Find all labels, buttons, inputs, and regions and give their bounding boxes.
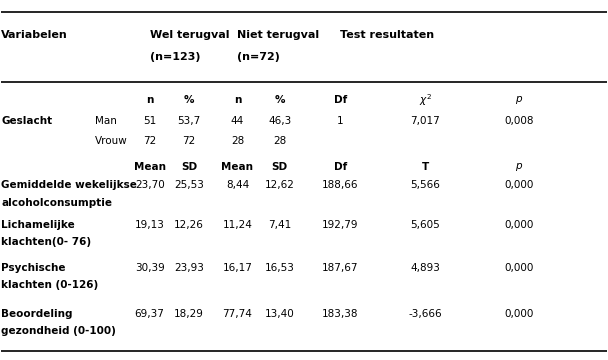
Text: $\chi^2$: $\chi^2$ [418, 92, 432, 108]
Text: 72: 72 [182, 136, 196, 147]
Text: klachten (0-126): klachten (0-126) [1, 280, 98, 290]
Text: 23,93: 23,93 [174, 262, 204, 273]
Text: $p$: $p$ [515, 162, 523, 174]
Text: $p$: $p$ [515, 94, 523, 105]
Text: 51: 51 [143, 116, 156, 126]
Text: 53,7: 53,7 [178, 116, 201, 126]
Text: 44: 44 [231, 116, 244, 126]
Text: 28: 28 [273, 136, 286, 147]
Text: 187,67: 187,67 [322, 262, 359, 273]
Text: klachten(0- 76): klachten(0- 76) [1, 237, 92, 247]
Text: T: T [421, 162, 429, 172]
Text: 77,74: 77,74 [223, 309, 252, 319]
Text: (n=72): (n=72) [238, 52, 280, 62]
Text: Vrouw: Vrouw [95, 136, 128, 147]
Text: Test resultaten: Test resultaten [340, 30, 435, 40]
Text: n: n [233, 95, 241, 105]
Text: Mean: Mean [134, 162, 165, 172]
Text: 4,893: 4,893 [410, 262, 440, 273]
Text: 0,000: 0,000 [504, 262, 534, 273]
Text: Gemiddelde wekelijkse: Gemiddelde wekelijkse [1, 180, 137, 190]
Text: 72: 72 [143, 136, 156, 147]
Text: 12,62: 12,62 [265, 180, 295, 190]
Text: 16,53: 16,53 [265, 262, 295, 273]
Text: n: n [146, 95, 153, 105]
Text: 1: 1 [337, 116, 344, 126]
Text: 69,37: 69,37 [135, 309, 165, 319]
Text: 0,000: 0,000 [504, 309, 534, 319]
Text: 0,008: 0,008 [504, 116, 534, 126]
Text: (n=123): (n=123) [150, 52, 200, 62]
Text: 192,79: 192,79 [322, 220, 359, 230]
Text: Wel terugval: Wel terugval [150, 30, 229, 40]
Text: gezondheid (0-100): gezondheid (0-100) [1, 326, 116, 336]
Text: Geslacht: Geslacht [1, 116, 52, 126]
Text: Df: Df [334, 162, 347, 172]
Text: 5,566: 5,566 [410, 180, 440, 190]
Text: -3,666: -3,666 [408, 309, 442, 319]
Text: Beoordeling: Beoordeling [1, 309, 73, 319]
Text: 25,53: 25,53 [174, 180, 204, 190]
Text: 28: 28 [231, 136, 244, 147]
Text: 23,70: 23,70 [135, 180, 165, 190]
Text: 12,26: 12,26 [174, 220, 204, 230]
Text: 5,605: 5,605 [410, 220, 440, 230]
Text: 16,17: 16,17 [223, 262, 252, 273]
Text: SD: SD [272, 162, 288, 172]
Text: %: % [184, 95, 195, 105]
Text: 19,13: 19,13 [135, 220, 165, 230]
Text: 46,3: 46,3 [268, 116, 291, 126]
Text: Lichamelijke: Lichamelijke [1, 220, 75, 230]
Text: 7,017: 7,017 [410, 116, 440, 126]
Text: Mean: Mean [221, 162, 254, 172]
Text: 183,38: 183,38 [322, 309, 359, 319]
Text: 0,000: 0,000 [504, 220, 534, 230]
Text: Man: Man [95, 116, 117, 126]
Text: 7,41: 7,41 [268, 220, 291, 230]
Text: Variabelen: Variabelen [1, 30, 68, 40]
Text: SD: SD [181, 162, 197, 172]
Text: Psychische: Psychische [1, 262, 66, 273]
Text: 188,66: 188,66 [322, 180, 359, 190]
Text: 8,44: 8,44 [226, 180, 249, 190]
Text: 11,24: 11,24 [223, 220, 252, 230]
Text: %: % [275, 95, 285, 105]
Text: 0,000: 0,000 [504, 180, 534, 190]
Text: 13,40: 13,40 [265, 309, 295, 319]
Text: 30,39: 30,39 [135, 262, 165, 273]
Text: 18,29: 18,29 [174, 309, 204, 319]
Text: Df: Df [334, 95, 347, 105]
Text: alcoholconsumptie: alcoholconsumptie [1, 198, 112, 207]
Text: Niet terugval: Niet terugval [238, 30, 320, 40]
